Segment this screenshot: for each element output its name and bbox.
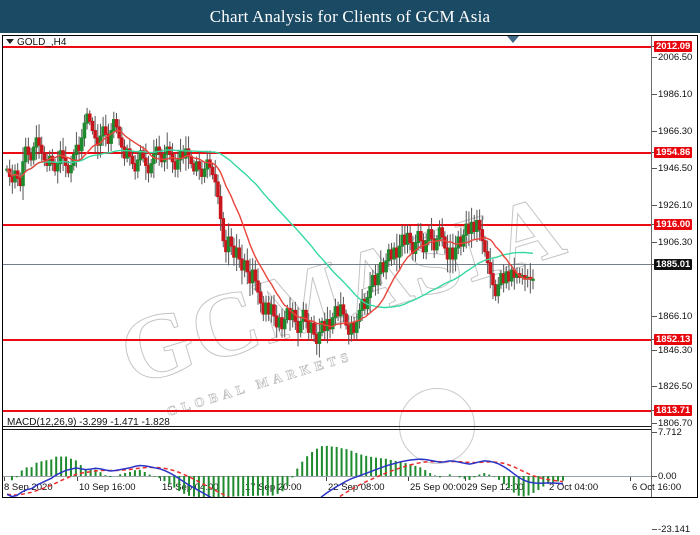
macd-tick <box>652 529 657 530</box>
time-tick-label: 25 Sep 00:00 <box>410 482 467 493</box>
time-tick-label: 22 Sep 08:00 <box>328 482 385 493</box>
price-tick-label: 1826.50 <box>658 381 693 392</box>
macd-zero-line <box>3 476 651 477</box>
price-tick <box>652 57 657 58</box>
level-line-2012 <box>3 46 651 48</box>
page-title: Chart Analysis for Clients of GCM Asia <box>209 7 491 26</box>
time-tick-label: 15 Sep 04:00 <box>162 482 219 493</box>
time-tick <box>326 476 327 481</box>
level-price-label: 1852.13 <box>654 334 693 345</box>
candlestick-series <box>5 107 535 358</box>
time-tick <box>4 476 5 481</box>
time-tick-label: 10 Sep 16:00 <box>79 482 136 493</box>
price-tick-label: 1966.30 <box>658 126 693 137</box>
level-line-1916 <box>3 224 651 226</box>
current-price-label: 1885.01 <box>654 259 693 270</box>
price-plot-area[interactable]: GCMASIA GLOBAL MARKETS MACD(12,26,9) -3.… <box>3 36 651 497</box>
macd-tick-label: 7.712 <box>658 427 682 438</box>
price-tick-label: 1926.10 <box>658 200 693 211</box>
price-tick-label: 1846.30 <box>658 345 693 356</box>
level-price-label: 2012.09 <box>654 41 693 52</box>
price-tick-label: 1986.10 <box>658 89 693 100</box>
macd-panel-divider-bottom <box>3 429 651 430</box>
level-price-label: 1954.86 <box>654 147 693 158</box>
chevron-down-icon[interactable] <box>6 39 14 44</box>
level-price-label: 1916.00 <box>654 219 693 230</box>
page-header: Chart Analysis for Clients of GCM Asia <box>0 0 700 33</box>
price-tick-label: 1806.70 <box>658 418 693 429</box>
price-tick <box>652 316 657 317</box>
price-tick <box>652 386 657 387</box>
macd-tick <box>652 476 657 477</box>
time-tick <box>160 476 161 481</box>
price-tick <box>652 350 657 351</box>
symbol-legend[interactable]: GOLD_,H4 <box>6 37 66 50</box>
macd-series <box>6 445 564 497</box>
price-tick <box>652 242 657 243</box>
price-tick-label: 2006.50 <box>658 52 693 63</box>
price-tick-label: 1866.10 <box>658 311 693 322</box>
level-line-1813 <box>3 410 651 412</box>
macd-panel-divider-top <box>3 426 651 427</box>
chart-frame: GCMASIA GLOBAL MARKETS MACD(12,26,9) -3.… <box>2 35 698 535</box>
time-tick <box>77 476 78 481</box>
level-line-1954 <box>3 152 651 154</box>
price-axis[interactable]: 2012.09 2006.50 1986.10 1966.30 1954.86 1946.… <box>651 36 697 535</box>
time-tick-label: 8 Sep 2020 <box>4 482 53 493</box>
time-tick-label: 2 Oct 04:00 <box>549 482 599 493</box>
price-tick-label: 1946.50 <box>658 163 693 174</box>
time-tick-label: 6 Oct 16:00 <box>632 482 682 493</box>
macd-tick-label: 0.00 <box>658 471 677 482</box>
price-tick-label: 1906.30 <box>658 237 693 248</box>
symbol-label: GOLD_,H4 <box>17 37 67 48</box>
price-tick <box>652 423 657 424</box>
time-tick <box>408 476 409 481</box>
time-tick <box>630 476 631 481</box>
level-price-label: 1813.71 <box>654 405 693 416</box>
price-tick <box>652 131 657 132</box>
time-tick-label: 29 Sep 12:00 <box>467 482 524 493</box>
macd-tick-label: -23.141 <box>658 524 691 535</box>
price-tick <box>652 94 657 95</box>
price-tick <box>652 205 657 206</box>
macd-legend: MACD(12,26,9) -3.299 -1.471 -1.828 <box>7 417 170 428</box>
price-tick <box>652 168 657 169</box>
triangle-down-marker <box>507 36 519 43</box>
macd-tick <box>652 432 657 433</box>
